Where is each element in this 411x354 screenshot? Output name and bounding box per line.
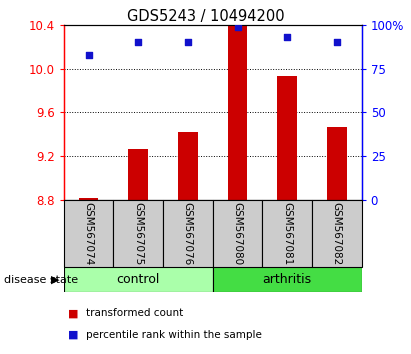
Point — [284, 34, 291, 40]
Bar — [64, 200, 113, 267]
Bar — [113, 200, 163, 267]
Point — [185, 40, 191, 45]
Text: GSM567080: GSM567080 — [233, 202, 242, 265]
Text: ■: ■ — [68, 308, 79, 318]
Text: percentile rank within the sample: percentile rank within the sample — [86, 330, 262, 339]
Bar — [228, 26, 247, 200]
Text: ■: ■ — [68, 330, 79, 339]
Bar — [64, 267, 213, 292]
Bar — [128, 149, 148, 200]
Text: arthritis: arthritis — [263, 273, 312, 286]
Text: GSM567082: GSM567082 — [332, 202, 342, 265]
Bar — [327, 127, 347, 200]
Bar — [312, 200, 362, 267]
Point — [334, 40, 340, 45]
Point — [135, 40, 141, 45]
Text: GDS5243 / 10494200: GDS5243 / 10494200 — [127, 9, 284, 24]
Bar — [213, 200, 262, 267]
Point — [85, 52, 92, 57]
Bar — [79, 198, 99, 200]
Text: GSM567081: GSM567081 — [282, 202, 292, 265]
Text: GSM567076: GSM567076 — [183, 202, 193, 265]
Bar — [163, 200, 213, 267]
Bar — [262, 200, 312, 267]
Text: disease state: disease state — [4, 275, 78, 285]
Bar — [277, 76, 297, 200]
Text: control: control — [116, 273, 160, 286]
Text: transformed count: transformed count — [86, 308, 184, 318]
Text: GSM567074: GSM567074 — [83, 202, 94, 265]
Text: GSM567075: GSM567075 — [133, 202, 143, 265]
Bar — [178, 132, 198, 200]
Text: ▶: ▶ — [51, 275, 60, 285]
Point — [234, 24, 241, 29]
Bar — [213, 267, 362, 292]
